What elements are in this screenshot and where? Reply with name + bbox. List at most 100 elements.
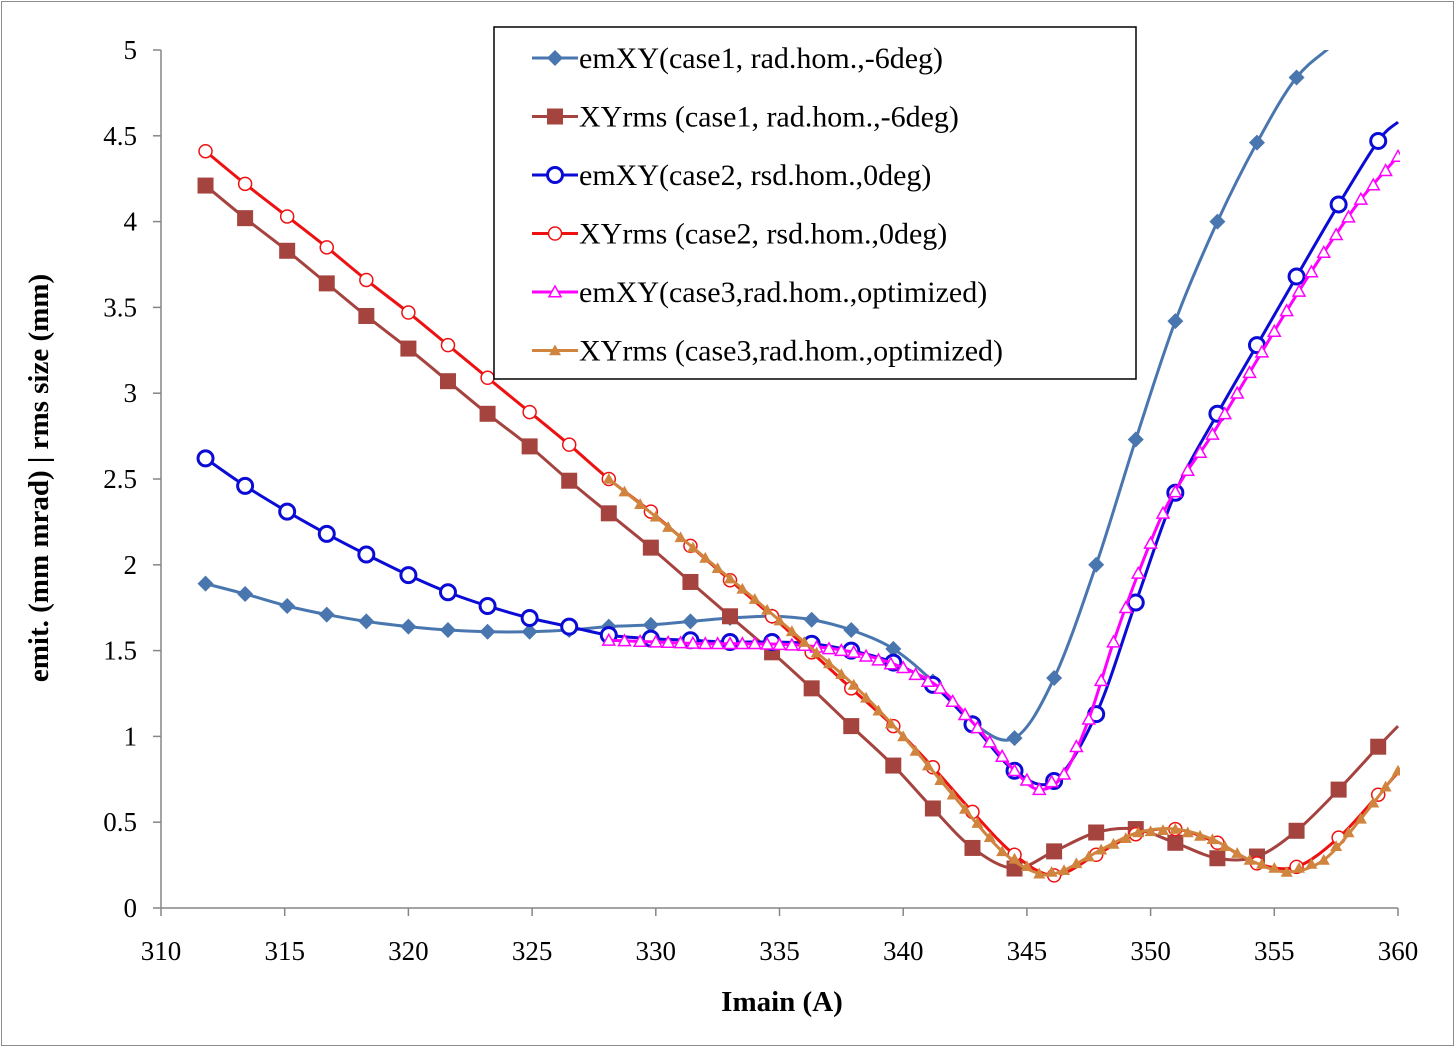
- y-tick-label: 0.5: [103, 807, 137, 837]
- data-point: [686, 541, 699, 553]
- data-point: [660, 634, 676, 648]
- data-point: [358, 613, 375, 630]
- legend-label: emXY(case1, rad.hom.,-6deg): [579, 42, 943, 75]
- data-point: [1288, 822, 1305, 839]
- data-point: [1291, 283, 1307, 297]
- legend-item: emXY(case3,rad.hom.,optimized): [532, 276, 987, 309]
- data-point: [279, 242, 296, 259]
- data-point: [1088, 556, 1105, 573]
- data-point: [1107, 837, 1120, 849]
- data-point: [1330, 840, 1343, 852]
- data-point: [561, 437, 577, 452]
- data-point: [1119, 832, 1132, 844]
- data-point: [735, 636, 750, 650]
- data-point: [617, 633, 632, 647]
- data-point: [883, 656, 899, 670]
- data-point: [1254, 344, 1270, 358]
- data-point: [198, 143, 213, 159]
- data-point: [401, 305, 416, 320]
- legend-marker: [546, 166, 564, 184]
- x-axis-title: Imain (A): [721, 986, 843, 1018]
- data-point: [747, 636, 763, 650]
- y-tick-label: 2.5: [103, 464, 137, 494]
- data-point: [1293, 861, 1306, 873]
- data-point: [964, 839, 981, 856]
- data-point: [885, 640, 902, 657]
- data-point: [1287, 267, 1306, 286]
- data-point: [810, 646, 823, 658]
- data-point: [521, 438, 538, 455]
- data-point: [480, 370, 495, 386]
- data-point: [319, 240, 335, 255]
- data-point: [279, 209, 295, 224]
- x-tick-label: 360: [1378, 936, 1419, 966]
- data-point: [1056, 766, 1072, 780]
- legend-label: XYrms (case3,rad.hom.,optimized): [579, 335, 1003, 368]
- data-point: [1231, 847, 1244, 858]
- data-point: [843, 718, 860, 735]
- data-point: [1248, 134, 1265, 151]
- x-tick-label: 325: [512, 936, 553, 966]
- data-point: [279, 597, 296, 614]
- data-point: [1046, 670, 1063, 687]
- data-point: [803, 611, 820, 628]
- y-tick-label: 4: [124, 207, 138, 237]
- series-6: [602, 473, 1400, 879]
- data-point: [860, 691, 873, 703]
- data-point: [642, 539, 659, 556]
- data-point: [884, 717, 897, 729]
- data-point: [521, 623, 538, 640]
- data-point: [908, 667, 923, 681]
- data-point: [1180, 462, 1195, 476]
- data-point: [1194, 829, 1207, 841]
- x-tick-label: 315: [264, 936, 305, 966]
- data-point: [649, 510, 662, 522]
- x-tick-label: 345: [1007, 936, 1048, 966]
- data-point: [1118, 600, 1134, 614]
- data-point: [1255, 857, 1268, 869]
- data-point: [1058, 864, 1071, 876]
- data-point: [1304, 264, 1319, 278]
- data-point: [522, 404, 537, 420]
- data-point: [711, 562, 724, 574]
- data-point: [478, 596, 497, 615]
- legend-marker: [547, 284, 563, 298]
- data-point: [1144, 825, 1157, 837]
- data-point: [698, 636, 713, 650]
- data-point: [834, 643, 849, 657]
- data-point: [479, 623, 496, 640]
- legend-item: XYrms (case3,rad.hom.,optimized): [532, 335, 1003, 368]
- data-point: [759, 636, 775, 650]
- data-point: [1267, 323, 1282, 337]
- series-5: [601, 148, 1400, 796]
- y-tick-label: 1.5: [103, 636, 137, 666]
- data-point: [1279, 303, 1294, 317]
- legend-item: emXY(case2, rsd.hom.,0deg): [532, 159, 931, 192]
- data-point: [318, 606, 335, 623]
- data-point: [1081, 711, 1097, 725]
- data-point: [1181, 826, 1194, 838]
- legend-item: XYrms (case1, rad.hom.,-6deg): [532, 101, 959, 134]
- legend-marker: [547, 108, 563, 125]
- data-point: [1006, 730, 1023, 747]
- data-point: [438, 583, 457, 602]
- data-point: [773, 614, 786, 626]
- data-point: [1156, 824, 1169, 836]
- data-point: [1169, 823, 1182, 834]
- data-point: [602, 473, 615, 484]
- data-point: [1127, 431, 1144, 448]
- data-point: [920, 673, 936, 688]
- data-point: [1243, 853, 1256, 865]
- data-point: [358, 307, 375, 324]
- data-point: [847, 678, 860, 690]
- data-point: [761, 603, 774, 615]
- data-point: [1206, 833, 1219, 845]
- series-line: [608, 155, 1400, 792]
- data-point: [236, 476, 255, 495]
- data-point: [710, 636, 725, 650]
- legend-marker: [547, 226, 563, 241]
- y-tick-label: 0: [124, 893, 138, 923]
- data-point: [237, 176, 253, 192]
- data-point: [1046, 843, 1063, 860]
